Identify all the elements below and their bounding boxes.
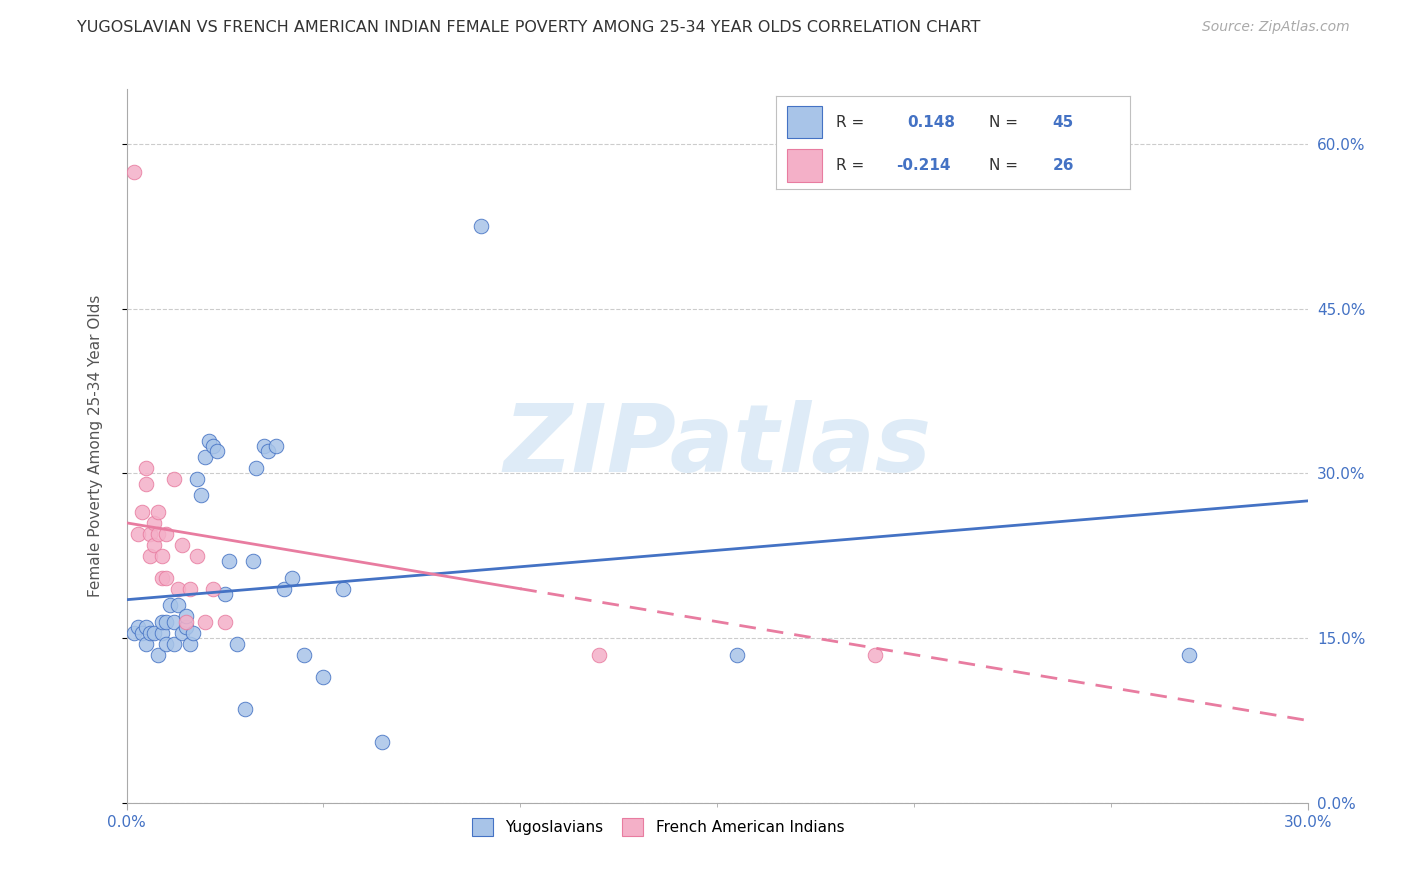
Point bbox=[225, 637, 247, 651]
Point bbox=[179, 637, 201, 651]
Point bbox=[186, 549, 208, 563]
Point bbox=[150, 549, 173, 563]
Point bbox=[292, 648, 315, 662]
Point bbox=[198, 434, 221, 448]
Point bbox=[264, 439, 287, 453]
Point bbox=[257, 444, 280, 458]
Point bbox=[150, 625, 173, 640]
Point bbox=[127, 620, 149, 634]
Point bbox=[150, 571, 173, 585]
Legend: Yugoslavians, French American Indians: Yugoslavians, French American Indians bbox=[463, 809, 853, 845]
Point bbox=[205, 444, 228, 458]
Point bbox=[242, 554, 264, 568]
Point bbox=[155, 637, 177, 651]
Point bbox=[127, 526, 149, 541]
Point bbox=[470, 219, 492, 234]
Point bbox=[183, 625, 205, 640]
Point bbox=[312, 669, 335, 683]
Point bbox=[1178, 648, 1201, 662]
Point bbox=[146, 526, 169, 541]
Text: ZIPatlas: ZIPatlas bbox=[503, 400, 931, 492]
Y-axis label: Female Poverty Among 25-34 Year Olds: Female Poverty Among 25-34 Year Olds bbox=[89, 295, 103, 597]
Point bbox=[135, 477, 157, 491]
Point bbox=[281, 571, 304, 585]
Point bbox=[163, 637, 186, 651]
Point bbox=[170, 625, 193, 640]
Point bbox=[194, 615, 217, 629]
Point bbox=[135, 637, 157, 651]
Point bbox=[143, 538, 166, 552]
Point bbox=[863, 648, 886, 662]
Point bbox=[170, 538, 193, 552]
Point bbox=[166, 582, 188, 596]
Point bbox=[190, 488, 212, 502]
Point bbox=[163, 615, 186, 629]
Point bbox=[143, 625, 166, 640]
Point bbox=[135, 620, 157, 634]
Point bbox=[155, 571, 177, 585]
Point bbox=[166, 598, 188, 612]
Point bbox=[202, 582, 225, 596]
Point bbox=[218, 554, 240, 568]
Point bbox=[179, 582, 201, 596]
Point bbox=[139, 526, 162, 541]
Text: Source: ZipAtlas.com: Source: ZipAtlas.com bbox=[1202, 20, 1350, 34]
Point bbox=[273, 582, 295, 596]
Point bbox=[124, 625, 146, 640]
Point bbox=[253, 439, 276, 453]
Point bbox=[174, 620, 197, 634]
Point bbox=[146, 505, 169, 519]
Point bbox=[233, 702, 256, 716]
Point bbox=[146, 648, 169, 662]
Point bbox=[124, 164, 146, 178]
Point bbox=[186, 472, 208, 486]
Point bbox=[214, 587, 236, 601]
Point bbox=[155, 526, 177, 541]
Point bbox=[214, 615, 236, 629]
Point bbox=[245, 461, 267, 475]
Point bbox=[174, 615, 197, 629]
Point bbox=[139, 625, 162, 640]
Point bbox=[135, 461, 157, 475]
Point bbox=[371, 735, 394, 749]
Point bbox=[131, 505, 153, 519]
Point bbox=[332, 582, 354, 596]
Point bbox=[131, 625, 153, 640]
Point bbox=[155, 615, 177, 629]
Point bbox=[163, 472, 186, 486]
Point bbox=[139, 549, 162, 563]
Point bbox=[194, 450, 217, 464]
Point bbox=[174, 609, 197, 624]
Point bbox=[143, 516, 166, 530]
Point bbox=[159, 598, 181, 612]
Text: YUGOSLAVIAN VS FRENCH AMERICAN INDIAN FEMALE POVERTY AMONG 25-34 YEAR OLDS CORRE: YUGOSLAVIAN VS FRENCH AMERICAN INDIAN FE… bbox=[77, 20, 981, 35]
Point bbox=[725, 648, 748, 662]
Point bbox=[150, 615, 173, 629]
Point bbox=[588, 648, 610, 662]
Point bbox=[202, 439, 225, 453]
